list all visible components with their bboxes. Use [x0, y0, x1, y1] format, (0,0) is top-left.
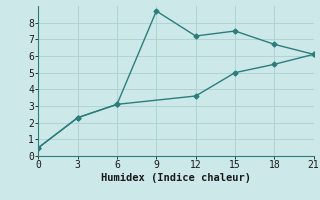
- X-axis label: Humidex (Indice chaleur): Humidex (Indice chaleur): [101, 173, 251, 183]
